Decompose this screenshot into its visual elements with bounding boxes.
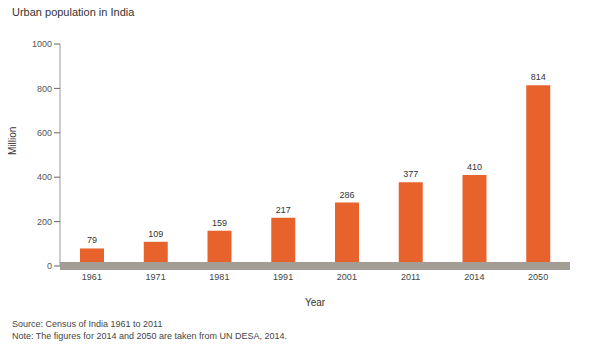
svg-text:377: 377 xyxy=(403,169,418,179)
svg-text:200: 200 xyxy=(37,217,52,227)
svg-text:814: 814 xyxy=(531,72,546,82)
svg-text:410: 410 xyxy=(467,162,482,172)
html-text:Urban population in India: Urban population in India xyxy=(12,6,135,18)
svg-text:2050: 2050 xyxy=(528,272,548,282)
svg-text:800: 800 xyxy=(37,84,52,94)
svg-text:2001: 2001 xyxy=(337,272,357,282)
svg-text:400: 400 xyxy=(37,172,52,182)
html-text:Note: The figures for 2014 and: Note: The figures for 2014 and 2050 are … xyxy=(12,331,287,341)
svg-text:159: 159 xyxy=(212,218,227,228)
svg-text:Million: Million xyxy=(7,127,18,155)
svg-text:600: 600 xyxy=(37,128,52,138)
svg-text:217: 217 xyxy=(276,205,291,215)
svg-text:286: 286 xyxy=(339,190,354,200)
html-text:Source: Census of India 1961 t: Source: Census of India 1961 to 2011 xyxy=(12,319,163,329)
svg-text:1000: 1000 xyxy=(32,39,52,49)
svg-text:0: 0 xyxy=(47,261,52,271)
svg-text:1971: 1971 xyxy=(146,272,166,282)
svg-text:2014: 2014 xyxy=(464,272,484,282)
svg-text:79: 79 xyxy=(87,235,97,245)
svg-text:109: 109 xyxy=(148,229,163,239)
svg-text:Year: Year xyxy=(305,297,326,308)
svg-text:1981: 1981 xyxy=(209,272,229,282)
svg-text:1991: 1991 xyxy=(273,272,293,282)
svg-text:1961: 1961 xyxy=(82,272,102,282)
svg-text:2011: 2011 xyxy=(401,272,420,282)
